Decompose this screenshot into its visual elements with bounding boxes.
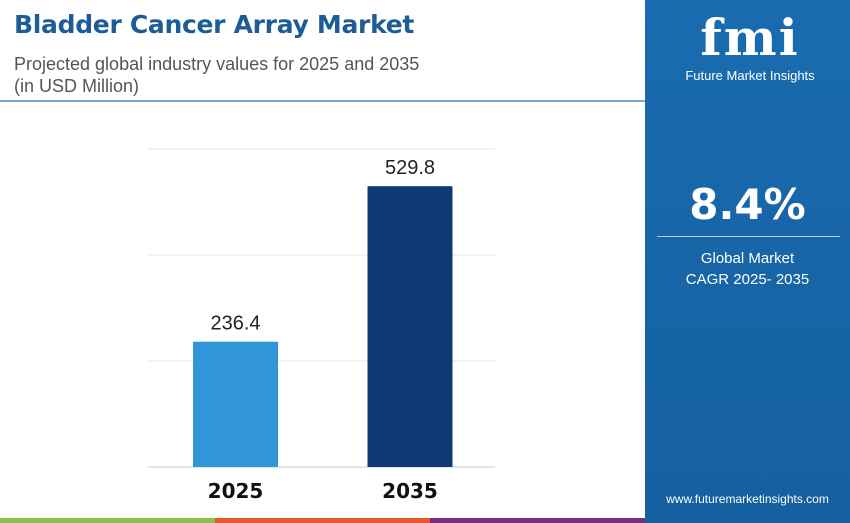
cagr-label: Global Market CAGR 2025- 2035	[645, 248, 850, 290]
stripe-green	[0, 518, 215, 523]
data-label-2025: 236.4	[210, 313, 260, 335]
website-link[interactable]: www.futuremarketinsights.com	[666, 492, 829, 506]
subtitle-text: Projected global industry values for 202…	[14, 54, 420, 74]
chart-title: Bladder Cancer Array Market	[14, 10, 415, 39]
bar-chart: 236.4 2025 529.8 2035	[148, 148, 495, 503]
stripe-purple	[430, 518, 645, 523]
bar-2025	[193, 341, 278, 467]
cagr-value: 8.4%	[689, 180, 806, 229]
cagr-label-line2: CAGR 2025- 2035	[685, 271, 810, 288]
chart-subtitle: Projected global industry values for 202…	[14, 53, 419, 97]
unit-note: (in USD Million)	[14, 76, 140, 96]
bar-2035	[367, 186, 453, 467]
x-tick-label-2025: 2025	[208, 479, 264, 503]
cagr-label-line1: Global Market	[700, 250, 795, 267]
cagr-divider	[657, 236, 840, 237]
side-panel: fmi Future Market Insights 8.4% Global M…	[645, 0, 850, 523]
x-tick-label-2035: 2035	[382, 479, 438, 503]
header-divider	[0, 100, 645, 102]
logo-name: Future Market Insights	[685, 68, 815, 83]
stripe-orange	[215, 518, 430, 523]
fmi-logo: fmi Future Market Insights	[675, 8, 825, 83]
data-label-2035: 529.8	[385, 157, 435, 179]
logo-mark: fmi	[700, 8, 800, 67]
